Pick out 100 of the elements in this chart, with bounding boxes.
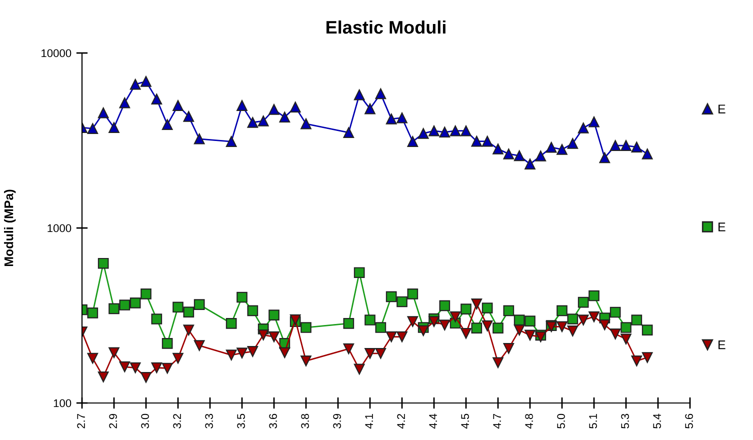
point xyxy=(620,334,632,344)
point xyxy=(482,320,493,332)
point xyxy=(492,357,504,368)
point xyxy=(642,324,653,336)
point xyxy=(524,316,536,326)
point xyxy=(396,331,408,342)
point xyxy=(87,352,98,364)
point xyxy=(258,116,269,126)
point xyxy=(364,103,376,114)
point xyxy=(450,125,461,136)
x-tick-label: 4.7 xyxy=(493,414,501,429)
point xyxy=(98,371,109,382)
point xyxy=(375,322,386,333)
point xyxy=(482,302,493,314)
point xyxy=(642,148,653,160)
point xyxy=(98,258,109,269)
point xyxy=(567,138,578,149)
point xyxy=(172,302,184,313)
point xyxy=(119,361,130,372)
point xyxy=(236,100,248,111)
point xyxy=(588,116,600,128)
point xyxy=(610,140,621,151)
point xyxy=(471,136,482,147)
point xyxy=(151,362,162,374)
x-tick-label: 2.9 xyxy=(109,414,117,428)
point xyxy=(140,76,152,87)
point xyxy=(343,343,354,354)
point xyxy=(418,128,429,139)
point xyxy=(556,305,568,316)
point xyxy=(226,136,237,147)
point xyxy=(268,310,280,320)
chart-title: Elastic Moduli xyxy=(326,20,446,34)
x-tick-label: 3.3 xyxy=(205,414,213,428)
point xyxy=(226,318,237,329)
x-tick-label: 3.2 xyxy=(173,414,181,428)
legend-label: E xyxy=(718,340,726,350)
point xyxy=(535,150,546,162)
point xyxy=(386,114,397,124)
point xyxy=(183,111,194,122)
point xyxy=(396,296,408,308)
point xyxy=(364,348,376,359)
x-tick-label: 5.3 xyxy=(621,414,629,428)
point xyxy=(567,326,578,336)
point xyxy=(290,102,301,112)
point xyxy=(279,347,290,358)
point xyxy=(556,321,568,332)
point xyxy=(631,142,642,152)
point xyxy=(620,140,632,151)
point xyxy=(268,331,280,342)
point xyxy=(450,311,461,322)
point xyxy=(300,355,312,366)
point xyxy=(514,150,525,162)
point xyxy=(546,142,557,153)
point xyxy=(386,291,397,302)
point xyxy=(471,298,482,310)
point xyxy=(460,304,472,315)
point xyxy=(514,314,525,326)
point xyxy=(194,133,205,144)
point xyxy=(119,97,130,108)
point xyxy=(354,267,365,278)
point xyxy=(375,88,386,100)
y-axis-title: Moduli (MPa) xyxy=(4,190,16,266)
point xyxy=(194,340,205,351)
x-tick-label: 5.6 xyxy=(685,414,693,428)
x-tick-label: 3.8 xyxy=(301,414,309,428)
point xyxy=(87,123,98,134)
point xyxy=(364,314,376,326)
point xyxy=(514,324,525,336)
point xyxy=(183,306,194,318)
point xyxy=(300,322,312,333)
point xyxy=(460,125,472,136)
point xyxy=(418,325,429,336)
point xyxy=(599,319,610,330)
point xyxy=(140,288,152,300)
point xyxy=(236,348,248,358)
point xyxy=(162,338,173,349)
y-tick-label: 10000 xyxy=(42,49,72,58)
point xyxy=(567,314,578,324)
point xyxy=(407,136,418,147)
point xyxy=(631,355,642,366)
x-tick-label: 4.2 xyxy=(397,414,405,429)
x-tick-label: 5.1 xyxy=(589,414,597,428)
point xyxy=(108,303,120,314)
point xyxy=(492,144,504,154)
point xyxy=(162,362,173,374)
point xyxy=(151,94,162,105)
point xyxy=(247,305,258,316)
x-tick-label: 3.5 xyxy=(237,414,245,428)
point xyxy=(130,362,141,374)
point xyxy=(386,331,397,342)
point xyxy=(482,136,493,147)
point xyxy=(578,122,589,134)
point xyxy=(439,320,450,330)
point xyxy=(343,127,354,138)
point xyxy=(588,290,600,302)
point xyxy=(610,306,621,318)
x-tick-label: 5.0 xyxy=(557,414,565,428)
point xyxy=(524,158,536,170)
point xyxy=(471,322,482,334)
point xyxy=(428,125,440,136)
